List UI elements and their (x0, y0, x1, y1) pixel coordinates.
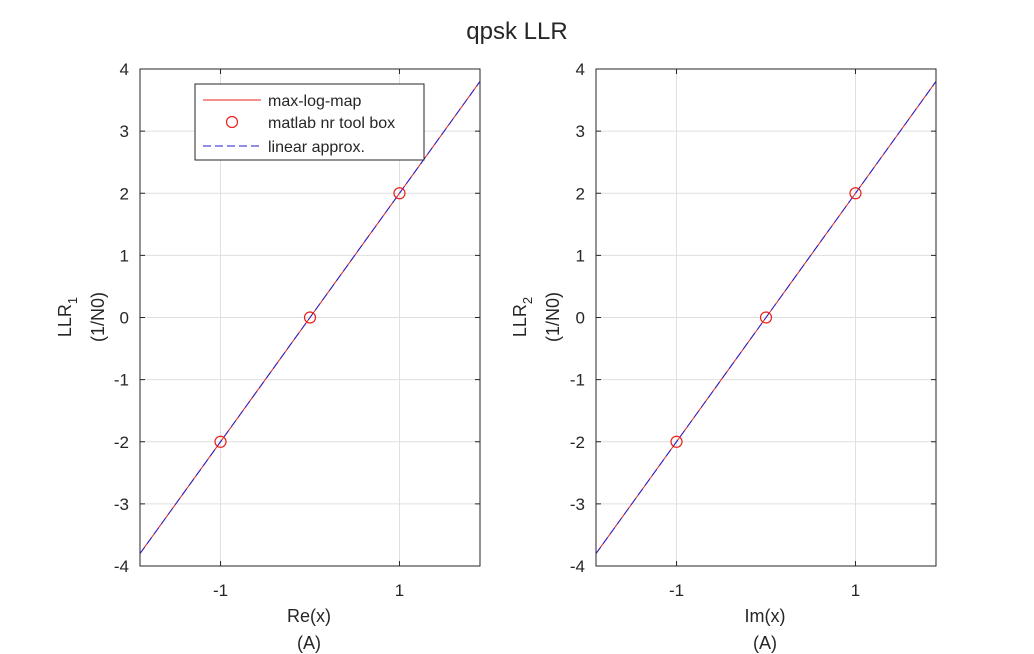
series-line-linear-approx- (596, 81, 936, 554)
y-axis-unit: (1/N0) (543, 292, 563, 342)
y-tick-label: -1 (570, 371, 585, 390)
x-axis-unit: (A) (753, 633, 777, 653)
data-point-marker (759, 311, 773, 324)
y-tick-label: 2 (120, 184, 129, 203)
legend-label-linear-approx: linear approx. (268, 139, 365, 156)
y-axis-label: LLR1 (55, 297, 80, 337)
data-point-marker (303, 311, 317, 324)
y-tick-label: -2 (114, 433, 129, 452)
data-point-marker (670, 435, 683, 448)
y-tick-label: -4 (114, 557, 129, 576)
y-tick-label: 3 (120, 122, 129, 141)
legend-label-matlab-nr-tool-box: matlab nr tool box (268, 115, 395, 132)
x-axis-label: Re(x) (287, 606, 331, 626)
legend-swatch-matlab-nr-tool-box (225, 115, 239, 129)
y-axis-label-subscript: 2 (520, 297, 535, 304)
y-tick-label: -3 (570, 495, 585, 514)
x-tick-label: -1 (669, 581, 684, 600)
y-tick-label: 0 (120, 309, 129, 328)
x-axis-label: Im(x) (745, 606, 786, 626)
right-llr-plot: Im(x) (A) LLR2 (1/N0) -1 1 -4 -3 -2 -1 0 1 2 3 4 (510, 60, 937, 653)
y-tick-label: -1 (114, 371, 129, 390)
x-tick-label: 1 (851, 581, 860, 600)
x-axis-unit: (A) (297, 633, 321, 653)
y-tick-label: -3 (114, 495, 129, 514)
y-axis-label-subscript: 1 (65, 297, 80, 304)
data-point-marker (849, 187, 862, 200)
y-tick-label: -2 (570, 433, 585, 452)
y-tick-label: 3 (576, 122, 585, 141)
y-tick-label: 0 (576, 309, 585, 328)
y-axis-unit: (1/N0) (88, 292, 108, 342)
x-tick-label: -1 (213, 581, 228, 600)
y-tick-label: 1 (120, 246, 129, 265)
data-point-marker (214, 435, 227, 448)
data-point-marker (393, 187, 406, 200)
y-axis-label: LLR2 (510, 297, 535, 337)
legend-box (194, 83, 425, 161)
legend: max-log-map matlab nr tool box linear ap… (194, 83, 425, 161)
y-tick-label: 1 (576, 246, 585, 265)
legend-label-max-log-map: max-log-map (268, 93, 361, 110)
y-tick-label: 4 (120, 60, 129, 79)
y-tick-label: 4 (576, 60, 585, 79)
x-tick-label: 1 (395, 581, 404, 600)
y-tick-label: 2 (576, 184, 585, 203)
y-tick-label: -4 (570, 557, 585, 576)
figure-title: qpsk LLR (466, 18, 567, 45)
